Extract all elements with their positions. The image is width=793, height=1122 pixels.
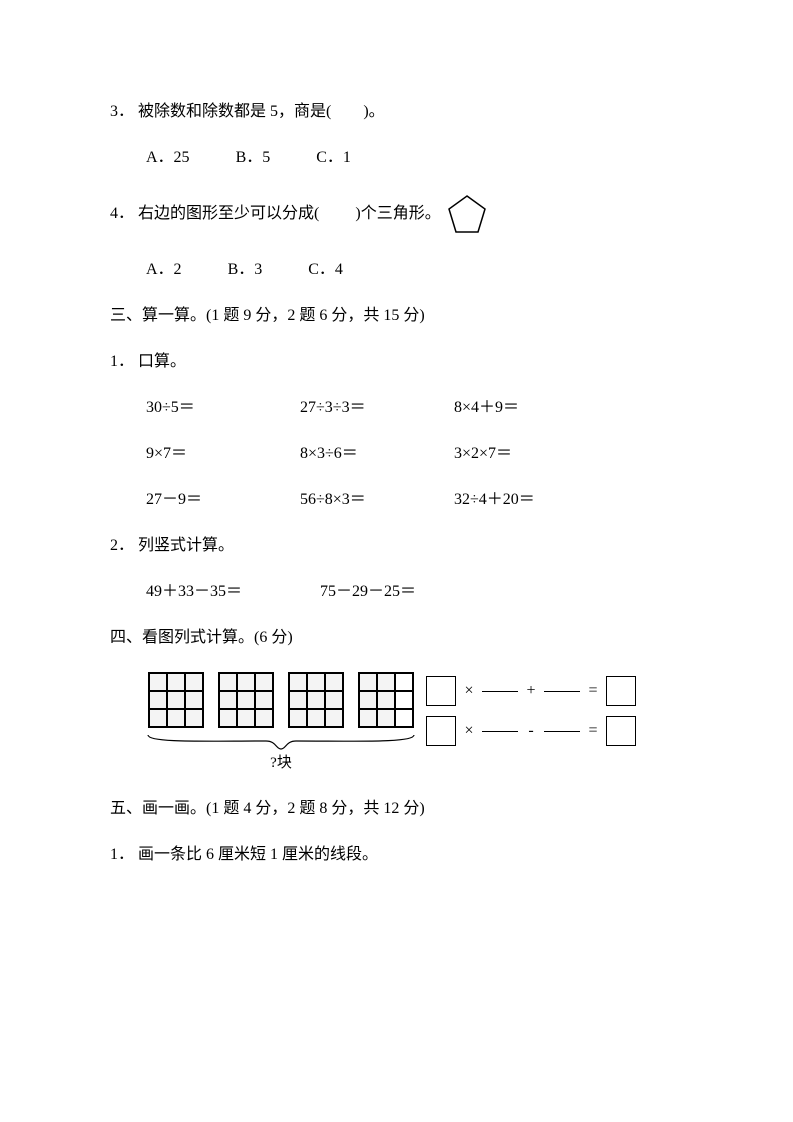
calc-0c: 8×4＋9＝ xyxy=(454,396,604,420)
sect5-p1-num: 1． xyxy=(110,843,134,867)
q4-choices: A．2 B．3 C．4 xyxy=(110,258,683,282)
question-3: 3． 被除数和除数都是 5，商是( )。 xyxy=(110,100,683,124)
section-3-title: 三、算一算。(1 题 9 分，2 题 6 分，共 15 分) xyxy=(110,304,683,328)
calc-2a: 27－9＝ xyxy=(146,488,296,512)
grids-container xyxy=(148,672,414,728)
figure-row: ?块 × + = × - = xyxy=(110,672,683,775)
q3-text: 被除数和除数都是 5，商是( )。 xyxy=(138,103,385,120)
grids-brace-wrap: ?块 xyxy=(146,672,416,775)
sect5-p1: 1． 画一条比 6 厘米短 1 厘米的线段。 xyxy=(110,843,683,867)
grid-2 xyxy=(288,672,344,728)
eq2-minus: - xyxy=(524,719,538,743)
q4-choice-a: A．2 xyxy=(146,258,182,282)
vertical-calc-row: 49＋33－35＝ 75－29－25＝ xyxy=(110,580,683,604)
question-4: 4． 右边的图形至少可以分成( )个三角形。 xyxy=(110,192,683,236)
sect3-p2-header: 2． 列竖式计算。 xyxy=(110,534,683,558)
calc-row-1: 9×7＝ 8×3÷6＝ 3×2×7＝ xyxy=(110,442,683,466)
calc-row-0: 30÷5＝ 27÷3÷3＝ 8×4＋9＝ xyxy=(110,396,683,420)
eq2-line2 xyxy=(544,731,580,732)
calc-row-2: 27－9＝ 56÷8×3＝ 32÷4＋20＝ xyxy=(110,488,683,512)
q4-choice-c: C．4 xyxy=(308,258,343,282)
grid-cell xyxy=(149,673,167,691)
grid-0 xyxy=(148,672,204,728)
section-5-title: 五、画一画。(1 题 4 分，2 题 8 分，共 12 分) xyxy=(110,797,683,821)
eq1-box2 xyxy=(606,676,636,706)
kuai-label: ?块 xyxy=(146,752,416,775)
eq1-plus: + xyxy=(524,679,538,703)
eq-line-1: × + = xyxy=(426,676,636,706)
sect3-p1-header: 1． 口算。 xyxy=(110,350,683,374)
eq2-eq: = xyxy=(586,719,600,743)
sect5-p1-text: 画一条比 6 厘米短 1 厘米的线段。 xyxy=(138,846,378,863)
section-4-title: 四、看图列式计算。(6 分) xyxy=(110,626,683,650)
calc-1a: 9×7＝ xyxy=(146,442,296,466)
eq-line-2: × - = xyxy=(426,716,636,746)
sect3-p1-title: 口算。 xyxy=(138,353,186,370)
calc-1b: 8×3÷6＝ xyxy=(300,442,450,466)
q3-choice-c: C．1 xyxy=(316,146,351,170)
q3-number: 3． xyxy=(110,100,134,124)
sect3-p2-title: 列竖式计算。 xyxy=(138,537,234,554)
eq1-line2 xyxy=(544,691,580,692)
grid-1 xyxy=(218,672,274,728)
calc-2b: 56÷8×3＝ xyxy=(300,488,450,512)
q3-choices: A．25 B．5 C．1 xyxy=(110,146,683,170)
eq1-eq: = xyxy=(586,679,600,703)
eq1-mul: × xyxy=(462,679,476,703)
calc-0b: 27÷3÷3＝ xyxy=(300,396,450,420)
q4-text-b: )个三角形。 xyxy=(355,202,440,226)
eq2-box1 xyxy=(426,716,456,746)
sect3-p1-num: 1． xyxy=(110,350,134,374)
eq2-line1 xyxy=(482,731,518,732)
calc-0a: 30÷5＝ xyxy=(146,396,296,420)
q4-choice-b: B．3 xyxy=(228,258,263,282)
vcalc-a: 49＋33－35＝ xyxy=(146,580,316,604)
eq1-line1 xyxy=(482,691,518,692)
grid-3 xyxy=(358,672,414,728)
vcalc-b: 75－29－25＝ xyxy=(320,580,470,604)
pentagon-icon xyxy=(445,192,489,236)
brace-icon xyxy=(146,733,416,751)
eq2-box2 xyxy=(606,716,636,746)
equation-column: × + = × - = xyxy=(426,672,636,746)
q3-choice-b: B．5 xyxy=(236,146,271,170)
calc-1c: 3×2×7＝ xyxy=(454,442,604,466)
brace-wrap: ?块 xyxy=(146,730,416,775)
eq2-mul: × xyxy=(462,719,476,743)
q3-choice-a: A．25 xyxy=(146,146,190,170)
eq1-box1 xyxy=(426,676,456,706)
sect3-p2-num: 2． xyxy=(110,534,134,558)
calc-2c: 32÷4＋20＝ xyxy=(454,488,604,512)
q4-text-a: 右边的图形至少可以分成( xyxy=(138,202,319,226)
q4-number: 4． xyxy=(110,202,134,226)
